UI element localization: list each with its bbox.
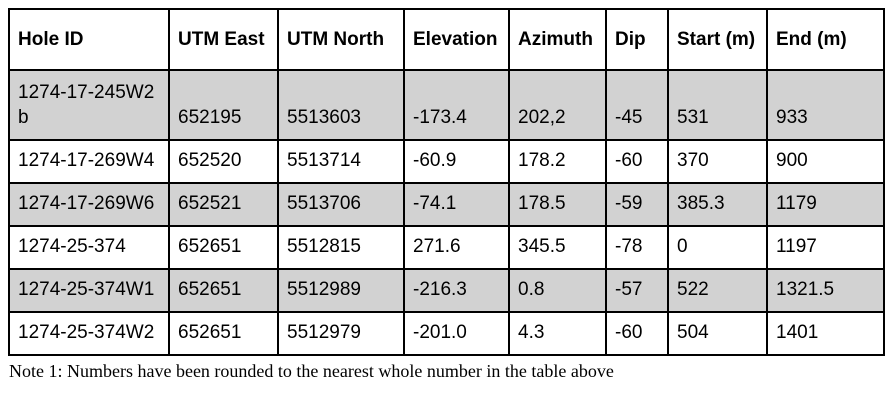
column-header-utm-east: UTM East bbox=[168, 8, 279, 71]
cell-hole-id: 1274-25-374W2 bbox=[8, 311, 170, 356]
cell-utm-east: 652651 bbox=[168, 311, 279, 356]
cell-end: 1197 bbox=[766, 225, 885, 270]
cell-start: 504 bbox=[667, 311, 768, 356]
cell-end: 1401 bbox=[766, 311, 885, 356]
column-header-end-m: End (m) bbox=[766, 8, 885, 71]
cell-end: 1179 bbox=[766, 182, 885, 227]
cell-hole-id: 1274-25-374W1 bbox=[8, 268, 170, 313]
column-header-azimuth: Azimuth bbox=[508, 8, 607, 71]
cell-azimuth: 178.5 bbox=[508, 182, 607, 227]
table-row: 1274-25-374W2 652651 5512979 -201.0 4.3 … bbox=[8, 311, 885, 356]
cell-end: 900 bbox=[766, 139, 885, 184]
cell-utm-east: 652520 bbox=[168, 139, 279, 184]
cell-start: 385.3 bbox=[667, 182, 768, 227]
cell-start: 370 bbox=[667, 139, 768, 184]
cell-hole-id: 1274-25-374 bbox=[8, 225, 170, 270]
document-page: Hole ID UTM East UTM North Elevation Azi… bbox=[8, 8, 885, 381]
drillhole-collar-table: Hole ID UTM East UTM North Elevation Azi… bbox=[8, 8, 885, 356]
cell-azimuth: 4.3 bbox=[508, 311, 607, 356]
column-header-hole-id: Hole ID bbox=[8, 8, 170, 71]
cell-dip: -78 bbox=[605, 225, 669, 270]
cell-dip: -60 bbox=[605, 311, 669, 356]
cell-elevation: -60.9 bbox=[403, 139, 510, 184]
cell-dip: -45 bbox=[605, 69, 669, 141]
cell-azimuth: 178.2 bbox=[508, 139, 607, 184]
column-header-elevation: Elevation bbox=[403, 8, 510, 71]
cell-elevation: -216.3 bbox=[403, 268, 510, 313]
table-row: 1274-17-245W2 b 652195 5513603 -173.4 20… bbox=[8, 69, 885, 141]
cell-start: 531 bbox=[667, 69, 768, 141]
cell-hole-id: 1274-17-269W4 bbox=[8, 139, 170, 184]
column-header-dip: Dip bbox=[605, 8, 669, 71]
cell-dip: -59 bbox=[605, 182, 669, 227]
cell-azimuth: 0.8 bbox=[508, 268, 607, 313]
cell-utm-north: 5513706 bbox=[277, 182, 405, 227]
cell-utm-east: 652651 bbox=[168, 225, 279, 270]
cell-utm-north: 5512979 bbox=[277, 311, 405, 356]
cell-end: 933 bbox=[766, 69, 885, 141]
cell-hole-id: 1274-17-245W2 b bbox=[8, 69, 170, 141]
cell-elevation: -74.1 bbox=[403, 182, 510, 227]
cell-utm-north: 5513603 bbox=[277, 69, 405, 141]
cell-elevation: 271.6 bbox=[403, 225, 510, 270]
table-note: Note 1: Numbers have been rounded to the… bbox=[9, 361, 614, 381]
cell-utm-north: 5512815 bbox=[277, 225, 405, 270]
column-header-utm-north: UTM North bbox=[277, 8, 405, 71]
cell-hole-id: 1274-17-269W6 bbox=[8, 182, 170, 227]
table-row: 1274-25-374W1 652651 5512989 -216.3 0.8 … bbox=[8, 268, 885, 313]
cell-azimuth: 345.5 bbox=[508, 225, 607, 270]
cell-azimuth: 202,2 bbox=[508, 69, 607, 141]
cell-dip: -60 bbox=[605, 139, 669, 184]
cell-utm-north: 5513714 bbox=[277, 139, 405, 184]
cell-utm-east: 652521 bbox=[168, 182, 279, 227]
cell-utm-east: 652651 bbox=[168, 268, 279, 313]
table-row: 1274-17-269W6 652521 5513706 -74.1 178.5… bbox=[8, 182, 885, 227]
table-row: 1274-17-269W4 652520 5513714 -60.9 178.2… bbox=[8, 139, 885, 184]
cell-end: 1321.5 bbox=[766, 268, 885, 313]
column-header-start-m: Start (m) bbox=[667, 8, 768, 71]
cell-utm-east: 652195 bbox=[168, 69, 279, 141]
cell-start: 522 bbox=[667, 268, 768, 313]
cell-elevation: -173.4 bbox=[403, 69, 510, 141]
table-row: 1274-25-374 652651 5512815 271.6 345.5 -… bbox=[8, 225, 885, 270]
cell-dip: -57 bbox=[605, 268, 669, 313]
cell-elevation: -201.0 bbox=[403, 311, 510, 356]
cell-utm-north: 5512989 bbox=[277, 268, 405, 313]
header-row: Hole ID UTM East UTM North Elevation Azi… bbox=[8, 8, 885, 71]
cell-start: 0 bbox=[667, 225, 768, 270]
